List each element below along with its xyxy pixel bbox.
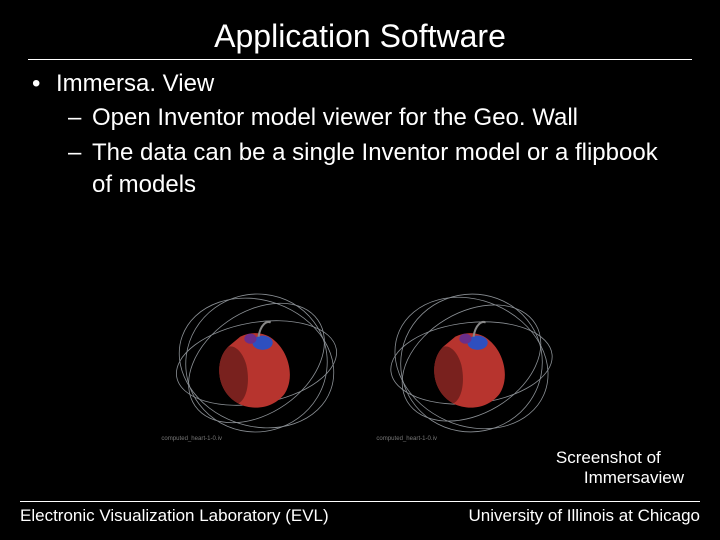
- footer-left: Electronic Visualization Laboratory (EVL…: [20, 506, 329, 526]
- bullet-item-1: • Immersa. View: [32, 68, 692, 100]
- slide-footer: Electronic Visualization Laboratory (EVL…: [0, 501, 720, 526]
- footer-divider: [20, 501, 700, 502]
- heart-model-left-icon: computed_heart-1-0.iv: [154, 282, 359, 444]
- caption-line-2: Immersaview: [556, 468, 684, 488]
- dash-marker: –: [68, 102, 82, 134]
- caption-line-1: Screenshot of: [556, 448, 684, 468]
- stereo-panel-right: computed_heart-1-0.iv: [369, 282, 574, 444]
- bullet-subtext: The data can be a single Inventor model …: [92, 137, 682, 202]
- panel-label-right: computed_heart-1-0.iv: [376, 436, 438, 442]
- figure-caption: Screenshot of Immersaview: [556, 448, 684, 489]
- dash-marker: –: [68, 137, 82, 202]
- bullet-subitem-1: – Open Inventor model viewer for the Geo…: [32, 102, 692, 134]
- footer-right: University of Illinois at Chicago: [469, 506, 700, 526]
- screenshot-figure: computed_heart-1-0.iv co: [154, 282, 574, 444]
- stereo-panel-left: computed_heart-1-0.iv: [154, 282, 359, 444]
- panel-label-left: computed_heart-1-0.iv: [161, 436, 223, 442]
- footer-row: Electronic Visualization Laboratory (EVL…: [20, 506, 700, 526]
- slide-title: Application Software: [28, 18, 692, 55]
- bullet-subitem-2: – The data can be a single Inventor mode…: [32, 137, 692, 202]
- heart-model-right-icon: computed_heart-1-0.iv: [369, 282, 574, 444]
- bullet-text: Immersa. View: [56, 68, 214, 100]
- slide-root: Application Software • Immersa. View – O…: [0, 0, 720, 540]
- bullet-subtext: Open Inventor model viewer for the Geo. …: [92, 102, 578, 134]
- bullet-list: • Immersa. View – Open Inventor model vi…: [28, 68, 692, 202]
- title-divider: [28, 59, 692, 60]
- bullet-marker: •: [32, 68, 46, 100]
